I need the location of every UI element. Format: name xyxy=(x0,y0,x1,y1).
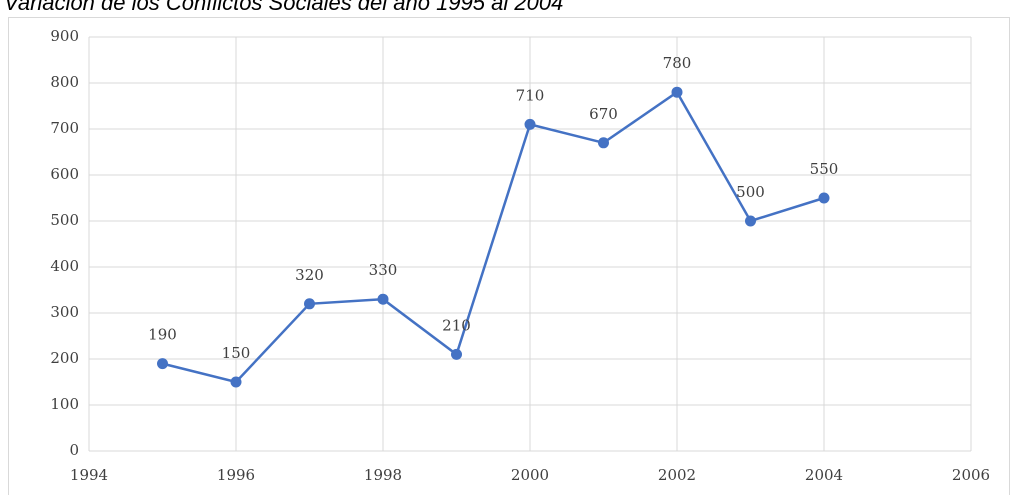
y-tick-label: 600 xyxy=(50,165,79,183)
y-tick-label: 300 xyxy=(50,303,79,321)
x-tick-label: 2000 xyxy=(511,466,549,484)
data-point xyxy=(671,86,683,98)
data-label: 210 xyxy=(442,316,471,334)
data-point xyxy=(598,137,609,149)
data-label: 150 xyxy=(222,344,251,362)
data-label: 710 xyxy=(516,86,545,104)
x-tick-label: 2002 xyxy=(658,466,696,484)
data-line xyxy=(162,90,825,384)
data-label: 670 xyxy=(589,105,618,123)
y-tick-label: 900 xyxy=(50,27,79,45)
data-point xyxy=(818,192,830,204)
data-label: 550 xyxy=(810,160,839,178)
data-label: 320 xyxy=(295,266,324,284)
data-label: 780 xyxy=(663,54,692,72)
data-point xyxy=(157,358,168,370)
y-tick-label: 700 xyxy=(50,119,79,137)
data-point xyxy=(377,293,389,305)
data-label: 190 xyxy=(148,326,177,344)
y-tick-label: 200 xyxy=(50,349,79,367)
y-tick-label: 400 xyxy=(50,257,79,275)
data-point xyxy=(524,118,536,130)
data-point xyxy=(304,298,315,310)
data-point xyxy=(230,376,242,388)
data-point xyxy=(745,215,756,227)
x-tick-label: 1998 xyxy=(364,466,402,484)
x-tick-label: 1994 xyxy=(70,466,108,484)
data-label: 330 xyxy=(369,261,398,279)
chart-frame xyxy=(8,17,1010,495)
x-tick-label: 1996 xyxy=(217,466,255,484)
y-tick-label: 800 xyxy=(50,73,79,91)
chart-title: Variación de los Conflictos Sociales del… xyxy=(4,0,563,15)
y-tick-label: 0 xyxy=(69,441,79,459)
y-tick-label: 500 xyxy=(50,211,79,229)
x-tick-label: 2004 xyxy=(805,466,843,484)
data-label: 500 xyxy=(736,183,765,201)
x-tick-label: 2006 xyxy=(952,466,990,484)
y-tick-label: 100 xyxy=(50,395,79,413)
data-point xyxy=(451,348,462,360)
